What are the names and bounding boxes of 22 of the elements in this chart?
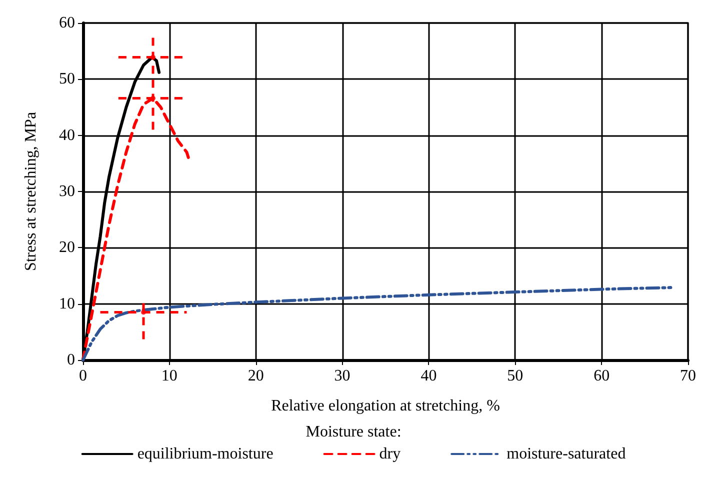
x-tick-label: 70 xyxy=(680,368,696,384)
x-tick-label: 50 xyxy=(507,368,524,384)
y-tick-label: 0 xyxy=(67,352,75,368)
y-tick-label: 30 xyxy=(59,183,75,200)
legend-label: dry xyxy=(379,446,401,462)
x-axis-title: Relative elongation at stretching, % xyxy=(271,398,500,414)
x-tick-label: 40 xyxy=(420,368,437,384)
x-tick-label: 30 xyxy=(334,368,350,384)
x-tick-label: 10 xyxy=(161,368,178,384)
y-tick-label: 50 xyxy=(59,70,75,88)
x-tick-label: 20 xyxy=(248,368,264,384)
y-tick-label: 60 xyxy=(59,14,75,32)
legend-label: moisture-saturated xyxy=(506,446,626,462)
x-tick-label: 60 xyxy=(594,368,610,384)
y-tick-label: 20 xyxy=(59,239,75,256)
y-tick-label: 10 xyxy=(59,295,75,312)
legend-label: equilibrium-moisture xyxy=(137,446,274,462)
legend-title: Moisture state: xyxy=(306,424,402,440)
y-tick-label: 40 xyxy=(59,126,75,144)
line-series xyxy=(82,286,672,362)
y-axis-title: Stress at stretching, MPa xyxy=(22,112,40,272)
x-tick-label: 0 xyxy=(79,368,87,384)
